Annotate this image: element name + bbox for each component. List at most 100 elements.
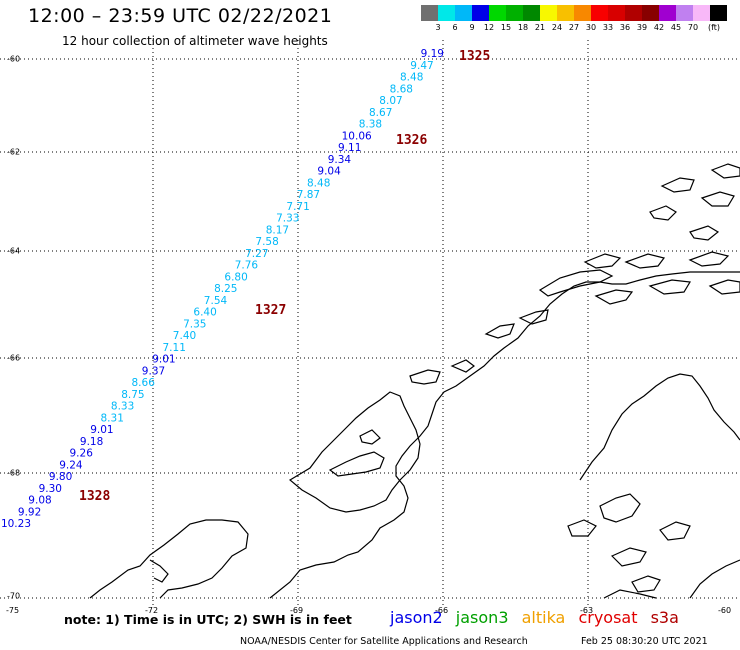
legend-swatch <box>676 5 693 21</box>
legend-label: 12 <box>483 23 495 32</box>
legend-label: 6 <box>452 23 458 32</box>
legend-swatch <box>625 5 642 21</box>
legend-swatch <box>659 5 676 21</box>
legend-swatch <box>523 5 540 21</box>
pass-label: 1328 <box>79 489 110 504</box>
legend-label: 45 <box>670 23 682 32</box>
lon-label: -69 <box>290 606 303 615</box>
legend-swatch <box>557 5 574 21</box>
legend-swatch <box>438 5 455 21</box>
footer-timestamp: Feb 25 08:30:20 UTC 2021 <box>581 636 708 647</box>
wave-height-label: 8.67 <box>369 107 392 119</box>
satellite-altika: altika <box>521 608 566 627</box>
legend-swatch <box>540 5 557 21</box>
lat-label: -60 <box>7 55 20 64</box>
legend-label: 18 <box>517 23 529 32</box>
legend-label: 3 <box>435 23 441 32</box>
wave-height-label: 8.66 <box>132 377 156 389</box>
wave-height-label: 9.37 <box>142 365 165 377</box>
legend-label: 33 <box>602 23 614 32</box>
wave-height-label: 8.48 <box>400 72 423 84</box>
wave-height-label: 8.33 <box>111 401 134 413</box>
wave-height-label: 6.80 <box>224 271 247 283</box>
wave-height-label: 7.71 <box>286 201 309 213</box>
legend-label: 24 <box>551 23 563 32</box>
lon-label: -75 <box>6 606 19 615</box>
legend-swatch <box>506 5 523 21</box>
lat-label: -64 <box>7 247 20 256</box>
legend-swatches <box>421 5 740 21</box>
units-note: note: 1) Time is in UTC; 2) SWH is in fe… <box>64 612 352 627</box>
wave-height-label: 10.23 <box>1 518 31 530</box>
wave-height-label: 7.58 <box>255 236 278 248</box>
pass-labels: 1325 1326 1327 1328 <box>79 49 490 504</box>
wave-height-label: 9.08 <box>28 495 51 507</box>
wave-height-label: 9.26 <box>70 448 94 460</box>
wave-height-label: 9.01 <box>152 354 175 366</box>
wave-height-label: 10.06 <box>342 130 372 142</box>
wave-height-label: 7.76 <box>235 260 259 272</box>
graticule <box>0 40 740 605</box>
wave-height-label: 7.27 <box>245 248 268 260</box>
wave-height-label: 6.40 <box>193 307 216 319</box>
wave-height-track: 9.199.478.488.688.078.678.3810.069.119.3… <box>1 48 444 530</box>
pass-label: 1326 <box>396 133 427 148</box>
legend-swatch <box>421 5 438 21</box>
legend-label: 30 <box>585 23 597 32</box>
lon-label: -72 <box>145 606 158 615</box>
wave-height-label: 7.11 <box>163 342 186 354</box>
legend-swatch <box>489 5 506 21</box>
legend-label: 27 <box>568 23 580 32</box>
wave-height-label: 7.40 <box>173 330 196 342</box>
satellite-jason3: jason3 <box>455 608 509 627</box>
lon-label: -60 <box>718 606 731 615</box>
lat-label: -66 <box>7 354 20 363</box>
wave-height-label: 9.04 <box>317 166 341 178</box>
wave-height-label: 8.17 <box>266 224 289 236</box>
legend-swatch <box>574 5 591 21</box>
legend-swatch <box>710 5 727 21</box>
lat-label: -70 <box>7 592 20 601</box>
lat-label: -62 <box>7 148 20 157</box>
legend-label: 36 <box>619 23 631 32</box>
satellite-s3a: s3a <box>650 608 679 627</box>
wave-height-label: 9.24 <box>59 459 83 471</box>
wave-height-label: 9.47 <box>410 60 433 72</box>
legend-swatch <box>455 5 472 21</box>
wave-height-label: 7.87 <box>297 189 320 201</box>
wave-height-label: 9.34 <box>328 154 352 166</box>
pass-label: 1327 <box>255 303 286 318</box>
wave-height-label: 8.75 <box>121 389 144 401</box>
wave-height-label: 9.92 <box>18 506 41 518</box>
legend-swatch <box>693 5 710 21</box>
longitude-labels: -75 -72 -69 -66 -63 -60 <box>6 606 731 615</box>
map-title: 12:00 – 23:59 UTC 02/22/2021 <box>28 5 333 27</box>
color-legend: 3 6 9 12 15 18 21 24 27 30 33 36 39 42 45 70 (ft) <box>421 5 740 33</box>
legend-labels: 3 6 9 12 15 18 21 24 27 30 33 36 39 42 45 70 (ft) <box>421 21 740 33</box>
wave-height-label: 8.07 <box>379 95 402 107</box>
legend-label: 39 <box>636 23 648 32</box>
wave-height-label: 9.11 <box>338 142 361 154</box>
satellite-jason2: jason2 <box>390 608 443 627</box>
legend-label: 15 <box>500 23 512 32</box>
wave-height-label: 8.25 <box>214 283 237 295</box>
wave-height-label: 9.18 <box>80 436 103 448</box>
wave-height-label: 8.31 <box>101 412 124 424</box>
wave-height-label: 9.19 <box>421 48 444 60</box>
map-subtitle: 12 hour collection of altimeter wave hei… <box>62 34 328 48</box>
satellite-cryosat: cryosat <box>578 608 638 627</box>
legend-label: 70 <box>687 23 699 32</box>
wave-height-label: 7.35 <box>183 318 206 330</box>
legend-label: 21 <box>534 23 546 32</box>
legend-label: (ft) <box>707 23 721 32</box>
latitude-labels: -60 -62 -64 -66 -68 -70 <box>7 55 20 601</box>
legend-swatch <box>608 5 625 21</box>
wave-height-label: 8.68 <box>390 83 413 95</box>
lon-label: -66 <box>435 606 448 615</box>
wave-height-label: 9.01 <box>90 424 113 436</box>
legend-swatch <box>591 5 608 21</box>
wave-height-label: 8.38 <box>359 119 382 131</box>
wave-height-label: 9.30 <box>39 483 62 495</box>
legend-swatch <box>642 5 659 21</box>
